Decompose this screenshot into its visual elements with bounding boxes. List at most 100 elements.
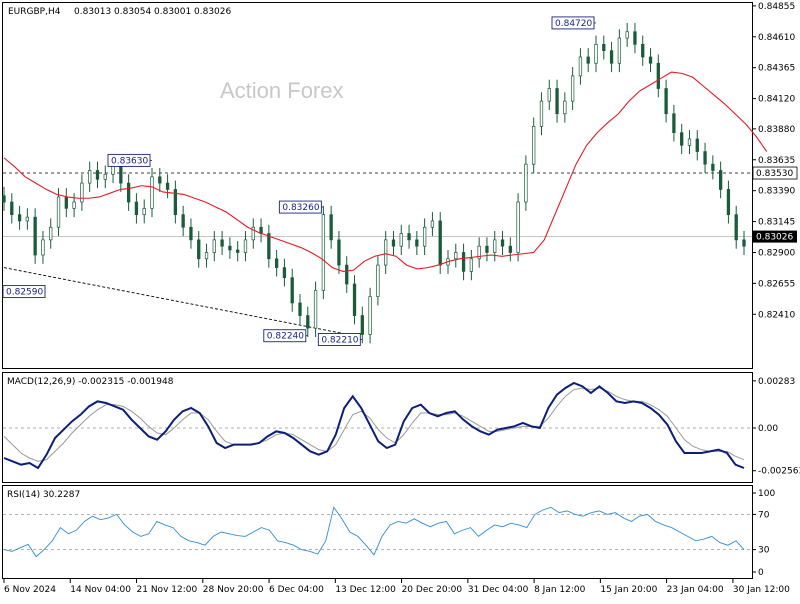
- time-tick-label: 23 Jan 04:00: [667, 585, 724, 595]
- candle-body: [641, 44, 645, 58]
- candle-body: [126, 182, 131, 203]
- candle-body: [430, 220, 435, 228]
- reference-level-label: 0.83530: [756, 169, 793, 179]
- price-tick-label: 0.82900: [758, 248, 795, 258]
- candle-body: [368, 296, 372, 335]
- candle-body: [617, 37, 622, 64]
- price-tick-label: 0.82655: [758, 279, 795, 289]
- price-tick-label: 0.84120: [758, 95, 795, 105]
- candle-body: [384, 239, 388, 266]
- time-tick-label: 31 Dec 04:00: [468, 585, 529, 595]
- candle-body: [454, 252, 458, 260]
- candle-body: [360, 315, 364, 335]
- candle-body: [220, 239, 224, 247]
- candle-body: [672, 113, 676, 134]
- price-axis: 0.84855 0.84610 0.84365 0.84120 0.83880 0.836…: [752, 2, 798, 320]
- candle-body: [718, 170, 723, 190]
- candle-body: [251, 226, 255, 241]
- candle-body: [532, 125, 536, 165]
- price-flag-box: [317, 333, 361, 346]
- candle-body: [267, 233, 271, 260]
- candle-body: [734, 214, 738, 241]
- candle-body: [578, 56, 583, 77]
- candle-body: [72, 201, 76, 209]
- price-flag-label: 0.82240: [267, 332, 304, 342]
- candle-body: [49, 226, 53, 241]
- time-tick-label: 15 Jan 20:00: [600, 585, 657, 595]
- rsi-panel-frame: [2, 485, 753, 579]
- macd-label: MACD(12,26,9) -0.002315 -0.001948: [7, 377, 174, 387]
- candle-body: [88, 170, 92, 184]
- candle-body: [376, 264, 380, 297]
- candle-body: [656, 62, 660, 89]
- candle-body: [150, 176, 154, 209]
- candle-body: [2, 195, 6, 203]
- candle-body: [80, 182, 84, 203]
- candle-body: [321, 214, 326, 291]
- candle-body: [500, 239, 505, 247]
- time-tick-label: 6 Dec 04:00: [269, 585, 324, 595]
- time-tick-label: 20 Dec 20:00: [402, 585, 463, 595]
- candle-body: [461, 252, 466, 272]
- candle-body: [687, 138, 692, 146]
- rsi-tick-label: 70: [758, 510, 770, 520]
- rsi-tick-label: 30: [758, 546, 770, 556]
- candle-body: [204, 252, 209, 260]
- price-tick-label: 0.82410: [758, 310, 795, 320]
- price-flag-label: 0.83630: [111, 156, 148, 166]
- candle-body: [352, 283, 357, 316]
- macd-tick-label: 0.00: [758, 424, 778, 434]
- price-flag-label: 0.84720: [555, 19, 592, 29]
- candle-body: [290, 277, 294, 304]
- candle-body: [345, 264, 349, 285]
- current-price-marker: [753, 230, 797, 243]
- candle-body: [477, 245, 481, 260]
- candle-body: [212, 239, 216, 253]
- macd-panel-frame: [2, 372, 753, 483]
- candle-body: [422, 226, 427, 247]
- macd-line: [3, 381, 745, 470]
- macd-tick-label: 0.00283: [758, 377, 795, 387]
- support-trendline: [3, 267, 355, 337]
- candle-body: [625, 31, 629, 39]
- price-layer: 0.84720 0.83630 0.83260 0.82240 0.82210 0.825…: [2, 16, 768, 346]
- candle-body: [664, 88, 668, 115]
- candle-body: [415, 239, 419, 247]
- candle-body: [243, 239, 248, 253]
- candle-body: [134, 201, 139, 215]
- candle-body: [407, 233, 411, 241]
- macd-layer: [3, 381, 752, 470]
- candle-body: [337, 239, 341, 266]
- candle-body: [726, 189, 731, 215]
- rsi-label: RSI(14) 30.2287: [7, 490, 80, 500]
- candle-body: [158, 176, 162, 184]
- time-tick-label: 30 Jan 12:00: [733, 585, 790, 595]
- header-open: 0.83013: [74, 7, 111, 17]
- candle-body: [742, 239, 746, 247]
- price-tick-label: 0.83635: [758, 156, 795, 166]
- candle-body: [586, 56, 590, 64]
- candle-body: [298, 302, 302, 316]
- candle-body: [680, 132, 684, 146]
- candle-body: [399, 233, 403, 247]
- price-flag-box: [278, 200, 322, 214]
- candle-body: [56, 196, 61, 228]
- price-flag-label: 0.82210: [321, 336, 358, 346]
- candle-body: [555, 88, 559, 115]
- price-panel-frame: [2, 2, 753, 369]
- header-close: 0.83026: [194, 7, 231, 17]
- candle-body: [181, 214, 185, 228]
- candle-body: [570, 75, 575, 102]
- rsi-layer: [3, 506, 752, 558]
- moving-average-line: [3, 71, 768, 272]
- candle-body: [41, 239, 45, 256]
- price-tick-label: 0.84855: [758, 2, 795, 12]
- macd-axis: 0.00283 0.00 -0.002563: [752, 377, 800, 477]
- price-flag-box: [2, 285, 46, 299]
- price-flag-box: [263, 329, 307, 343]
- candle-body: [236, 249, 240, 253]
- candle-body: [33, 216, 37, 256]
- candle-body: [438, 220, 442, 266]
- candle-body: [313, 289, 318, 329]
